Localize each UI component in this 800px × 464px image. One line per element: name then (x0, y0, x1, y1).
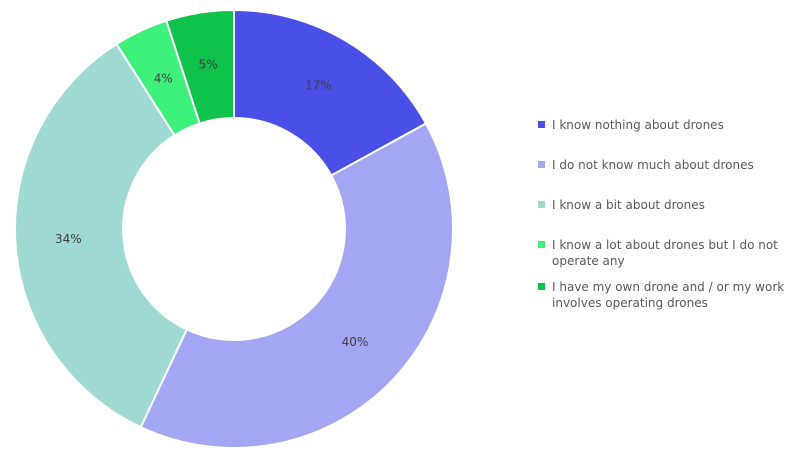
slice-a-bit (14, 42, 189, 429)
legend-label-not-much: I do not know much about drones (552, 158, 754, 172)
slice-label-own-drone: 5% (199, 58, 218, 72)
slice-label-a-lot: 4% (154, 71, 173, 85)
legend-swatch-a-lot (538, 241, 545, 248)
slice-labels-group: 17% 40% 34% 4% 5% (55, 58, 368, 350)
legend-item-a-lot: I know a lot about drones but I do not o… (538, 237, 800, 269)
legend-swatch-not-much (538, 161, 545, 168)
slice-label-a-bit: 34% (55, 232, 82, 246)
legend-label-a-lot: I know a lot about drones but I do not o… (552, 238, 778, 268)
legend-swatch-a-bit (538, 201, 545, 208)
slice-label-not-much: 40% (342, 335, 369, 349)
slice-own-drone (165, 8, 235, 125)
legend-label-nothing: I know nothing about drones (552, 118, 724, 132)
legend-item-own-drone: I have my own drone and / or my work inv… (538, 279, 800, 311)
slice-label-nothing: 17% (305, 79, 332, 93)
legend-item-nothing: I know nothing about drones (538, 117, 800, 133)
legend-item-not-much: I do not know much about drones (538, 157, 800, 173)
slice-not-much (139, 122, 454, 449)
legend-label-own-drone: I have my own drone and / or my work inv… (552, 280, 785, 310)
legend-swatch-nothing (538, 121, 545, 128)
slices-group (14, 8, 454, 449)
legend-swatch-own-drone (538, 283, 545, 290)
legend-item-a-bit: I know a bit about drones (538, 197, 800, 213)
legend-label-a-bit: I know a bit about drones (552, 198, 705, 212)
chart-legend: I know nothing about drones I do not kno… (538, 117, 800, 321)
slice-nothing (233, 8, 428, 177)
